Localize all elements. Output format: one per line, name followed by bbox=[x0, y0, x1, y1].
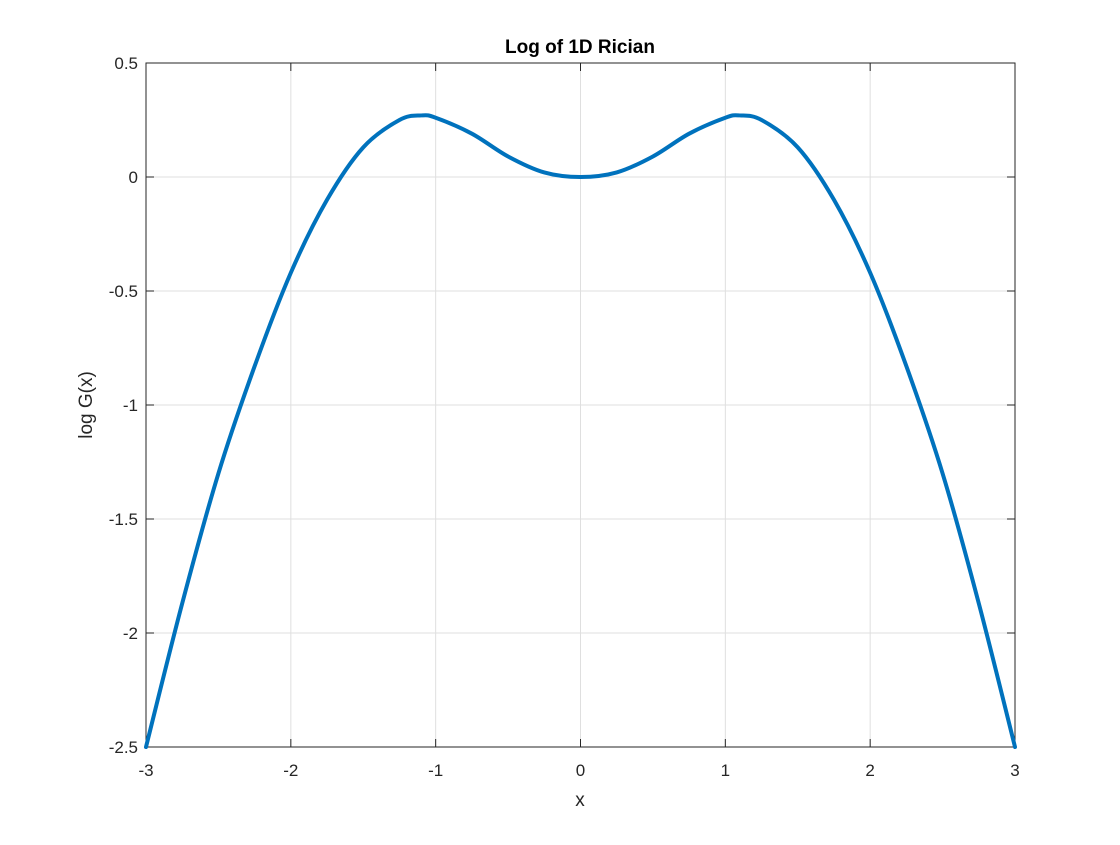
y-tick-label: -1 bbox=[123, 396, 138, 415]
y-tick-label: -2 bbox=[123, 624, 138, 643]
y-tick-label: -0.5 bbox=[109, 282, 138, 301]
y-tick-label: 0.5 bbox=[114, 54, 138, 73]
series-group bbox=[144, 113, 1017, 749]
x-tick-label: 0 bbox=[576, 761, 585, 780]
x-tick-label: 2 bbox=[865, 761, 874, 780]
x-axis-ticks: -3 -2 -1 0 1 2 3 bbox=[138, 63, 1020, 780]
x-axis-label: x bbox=[575, 790, 585, 811]
y-tick-label: 0 bbox=[129, 168, 138, 187]
x-tick-label: -2 bbox=[283, 761, 298, 780]
x-tick-label: 3 bbox=[1010, 761, 1019, 780]
y-tick-label: -1.5 bbox=[109, 510, 138, 529]
y-axis-ticks: -2.5 -2 -1.5 -1 -0.5 0 0.5 bbox=[109, 54, 1015, 757]
x-tick-label: -3 bbox=[138, 761, 153, 780]
y-axis-label: log G(x) bbox=[76, 371, 97, 439]
y-tick-label: -2.5 bbox=[109, 738, 138, 757]
x-tick-label: -1 bbox=[428, 761, 443, 780]
chart-title: Log of 1D Rician bbox=[505, 37, 655, 58]
series-line bbox=[144, 113, 1017, 749]
x-tick-label: 1 bbox=[721, 761, 730, 780]
